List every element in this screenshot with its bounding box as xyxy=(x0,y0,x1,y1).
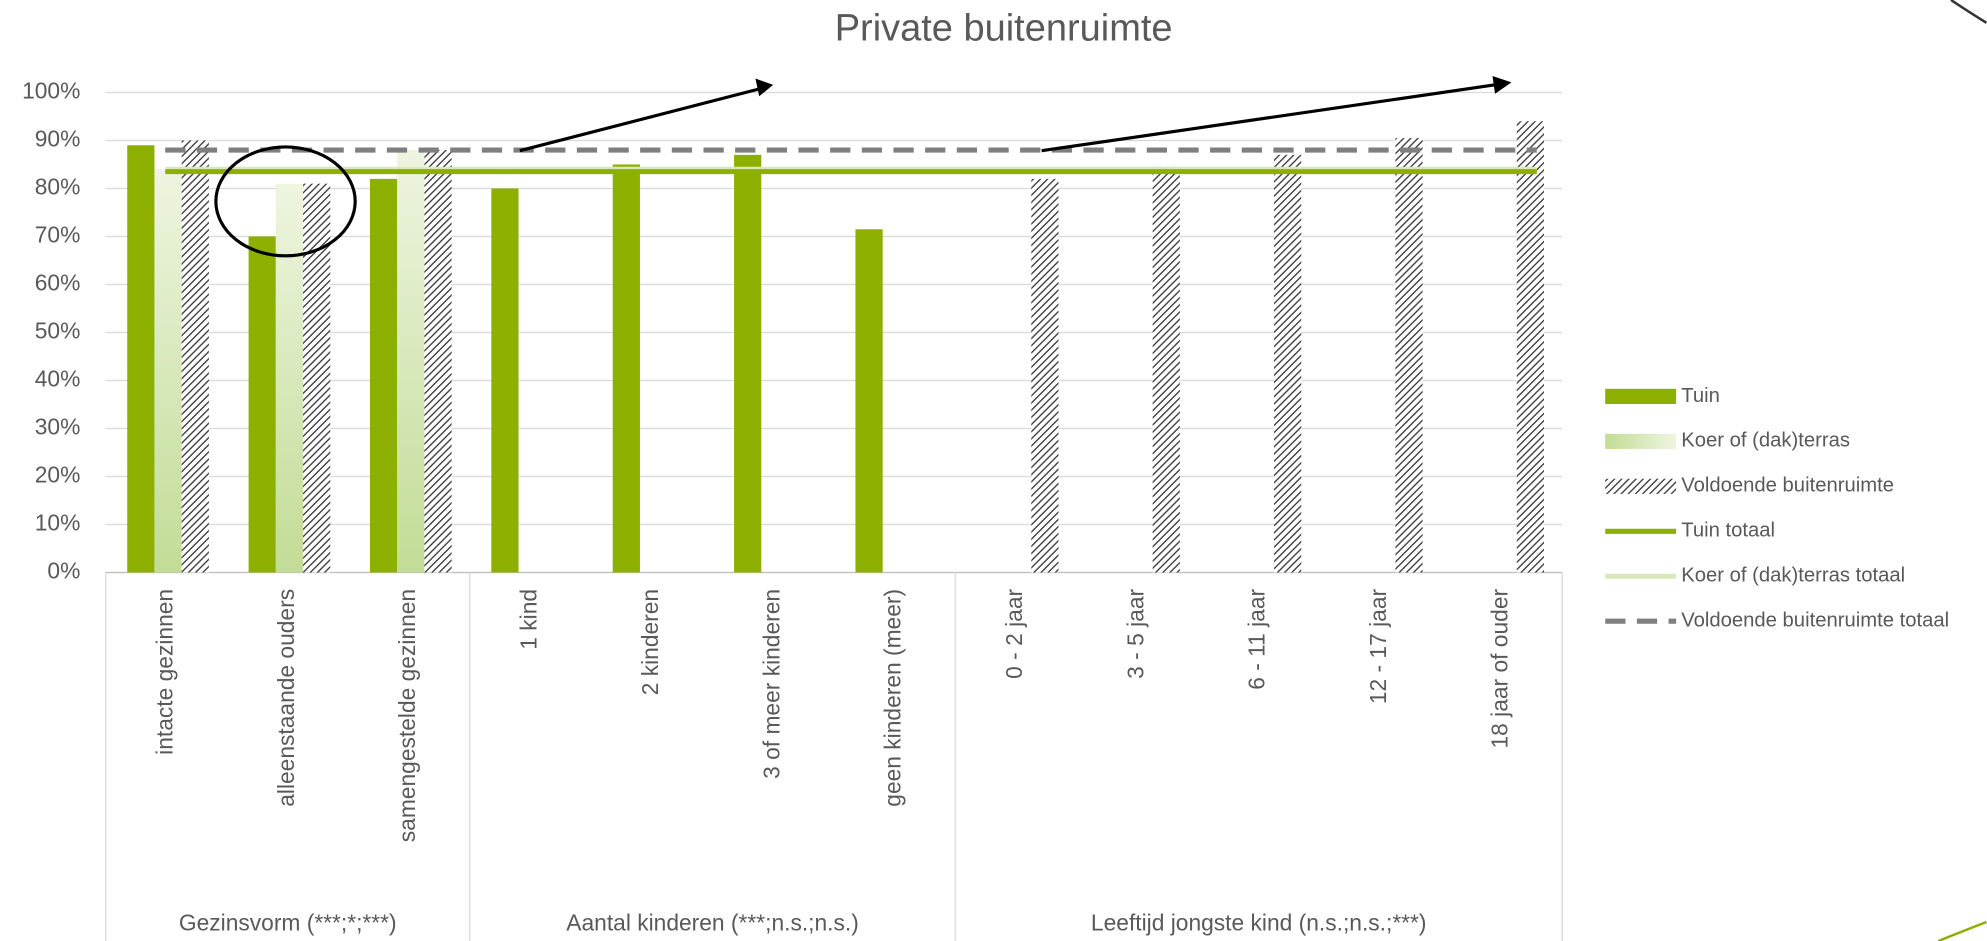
x-tick-label: 2 kinderen xyxy=(637,589,663,695)
x-tick-label: geen kinderen (meer) xyxy=(880,589,906,807)
bar xyxy=(154,169,182,573)
x-tick-label: 1 kind xyxy=(516,589,542,650)
group-label: Leeftijd jongste kind (n.s.;n.s.;***) xyxy=(1091,910,1427,936)
y-tick-label: 90% xyxy=(35,125,81,151)
bar xyxy=(491,188,519,573)
x-tick-label: intacte gezinnen xyxy=(151,589,177,755)
legend-swatch xyxy=(1605,388,1677,405)
x-tick-label: 3 - 5 jaar xyxy=(1122,589,1148,679)
legend-swatch xyxy=(1605,478,1677,494)
bar xyxy=(248,236,276,573)
legend: Tuin Koer of (dak)terras Voldoende buitenr… xyxy=(1605,385,1949,632)
y-tick-label: 60% xyxy=(35,269,81,295)
y-tick-label: 0% xyxy=(47,557,80,583)
bar xyxy=(612,164,640,573)
legend-label: Tuin totaal xyxy=(1681,520,1775,542)
legend-swatch xyxy=(1605,433,1677,449)
bar xyxy=(1152,166,1180,573)
x-tick-label: 3 of meer kinderen xyxy=(758,589,784,779)
bar xyxy=(127,145,155,573)
bar xyxy=(275,183,304,573)
legend-label: Voldoende buitenruimte xyxy=(1681,475,1894,497)
bar xyxy=(1516,121,1544,573)
bar xyxy=(181,140,209,573)
y-tick-label: 80% xyxy=(35,173,81,199)
chart-title: Private buitenruimte xyxy=(835,7,1173,49)
x-tick-label: 12 - 17 jaar xyxy=(1365,589,1391,705)
group-label: Aantal kinderen (***;n.s.;n.s.) xyxy=(566,910,859,936)
y-tick-label: 50% xyxy=(35,317,81,343)
bar xyxy=(1031,178,1059,573)
y-tick-label: 30% xyxy=(35,413,81,439)
annotation-arrows xyxy=(519,75,1512,153)
decoration xyxy=(1950,0,1987,24)
annotation-circle xyxy=(214,145,357,258)
x-tick-label: 0 - 2 jaar xyxy=(1001,589,1027,679)
legend-label: Tuin xyxy=(1681,385,1720,407)
x-tick-label: 6 - 11 jaar xyxy=(1244,589,1270,690)
bar xyxy=(734,154,762,573)
x-tick-label: alleenstaande ouders xyxy=(273,589,299,807)
legend-label: Koer of (dak)terras totaal xyxy=(1681,565,1905,587)
decoration xyxy=(1937,920,1987,941)
bar xyxy=(1395,138,1423,573)
y-tick-label: 40% xyxy=(35,365,81,391)
y-tick-label: 70% xyxy=(35,221,81,247)
bar xyxy=(369,178,398,573)
x-tick-label: 18 jaar of ouder xyxy=(1486,589,1512,749)
legend-label: Voldoende buitenruimte totaal xyxy=(1681,610,1949,632)
bar xyxy=(303,183,331,573)
group-label: Gezinsvorm (***;*;***) xyxy=(179,910,397,936)
bar xyxy=(424,150,452,573)
x-tick-label: samengestelde gezinnen xyxy=(394,589,420,842)
y-tick-label: 100% xyxy=(22,77,80,103)
bar xyxy=(855,229,883,573)
plot-area: 0% 10% 20% 30% 40% 50% 60% 70% 80% 90% 100% intacte… xyxy=(22,77,1949,941)
y-tick-label: 10% xyxy=(35,509,81,535)
y-tick-label: 20% xyxy=(35,461,81,487)
bar xyxy=(397,150,425,573)
legend-label: Koer of (dak)terras xyxy=(1681,430,1850,452)
bar xyxy=(1274,154,1302,573)
